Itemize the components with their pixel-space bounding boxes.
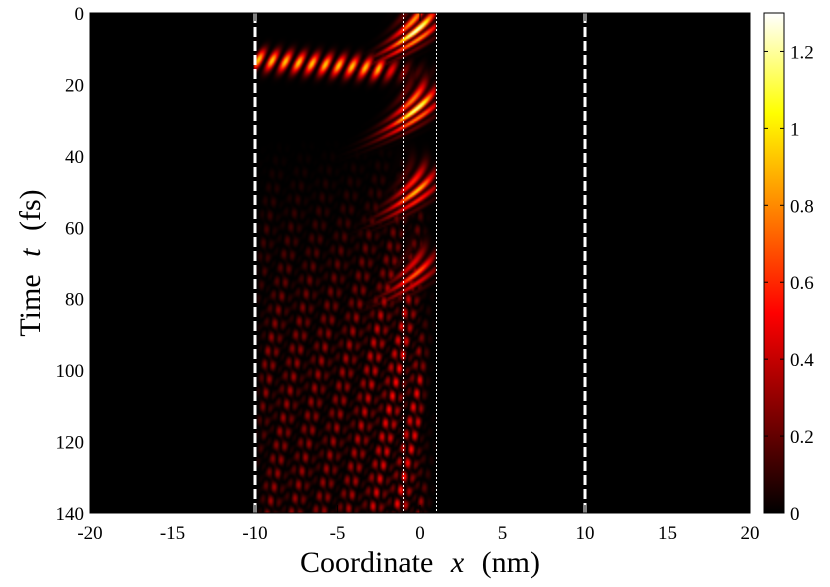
colorbar-tick-label: 0.6 — [790, 273, 814, 294]
y-axis-title-prefix: Time — [14, 274, 47, 336]
boundary-lines — [253, 13, 587, 513]
colorbar-tick-label: 1.2 — [790, 42, 814, 63]
y-tick-label: 80 — [65, 290, 84, 311]
x-tick-label: 0 — [415, 523, 425, 544]
plot-area — [89, 12, 751, 514]
x-tick-label: 20 — [741, 523, 760, 544]
y-axis-title-symbol: t — [14, 248, 47, 257]
colorbar-tick-label: 0.2 — [790, 427, 814, 448]
x-tick-label: -10 — [242, 523, 267, 544]
x-axis-title-symbol: x — [450, 546, 465, 579]
x-tick-label: -20 — [77, 523, 102, 544]
x-axis: -20 -15 -10 -5 0 5 10 15 20 — [77, 13, 760, 544]
colorbar-gradient — [763, 12, 785, 514]
y-tick-label: 20 — [65, 75, 84, 96]
y-tick-label: 140 — [56, 504, 85, 525]
x-tick-label: -5 — [330, 523, 346, 544]
y-tick-label: 100 — [56, 361, 85, 382]
x-tick-label: -15 — [160, 523, 185, 544]
colorbar-ticks: 0 0.2 0.4 0.6 0.8 1 1.2 — [764, 42, 814, 525]
x-tick-label: 10 — [576, 523, 595, 544]
y-axis-title-unit: (fs) — [14, 189, 47, 231]
colorbar: 0 0.2 0.4 0.6 0.8 1 1.2 — [763, 12, 814, 525]
y-axis: 0 20 40 60 80 100 120 140 — [56, 4, 750, 525]
x-tick-label: 15 — [658, 523, 677, 544]
colorbar-tick-label: 0.8 — [790, 196, 814, 217]
colorbar-tick-label: 1 — [790, 119, 800, 140]
heatmap-image — [90, 13, 750, 513]
y-axis-title: Time t (fs) — [14, 189, 47, 336]
colorbar-tick-label: 0 — [790, 504, 800, 525]
y-tick-label: 60 — [65, 218, 84, 239]
y-tick-label: 40 — [65, 147, 84, 168]
x-tick-label: 5 — [498, 523, 508, 544]
x-axis-title: Coordinate x (nm) — [300, 546, 540, 579]
x-axis-title-unit: (nm) — [482, 546, 540, 579]
y-tick-label: 120 — [56, 433, 85, 454]
x-axis-title-prefix: Coordinate — [300, 546, 433, 579]
colorbar-tick-label: 0.4 — [790, 350, 814, 371]
y-tick-label: 0 — [75, 4, 85, 25]
